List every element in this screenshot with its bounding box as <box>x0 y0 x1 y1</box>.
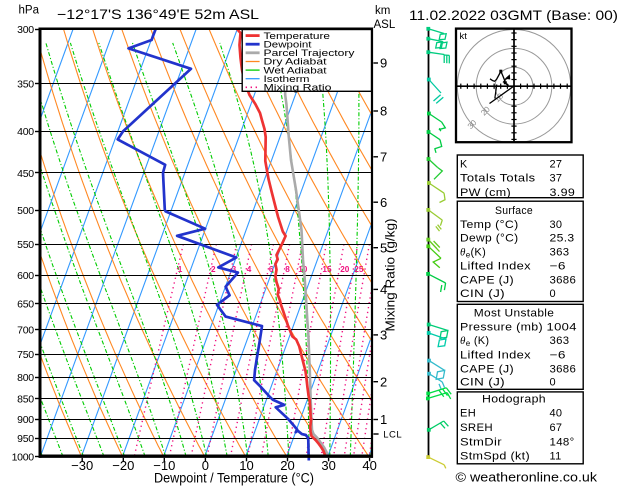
svg-text:950: 950 <box>17 433 34 445</box>
svg-text:© weatheronline.co.uk: © weatheronline.co.uk <box>456 470 598 485</box>
svg-text:300: 300 <box>17 24 34 36</box>
svg-text:4: 4 <box>380 282 387 297</box>
svg-text:StmSpd (kt): StmSpd (kt) <box>460 451 530 463</box>
svg-text:6: 6 <box>380 195 387 210</box>
svg-text:500: 500 <box>17 205 34 217</box>
svg-text:7: 7 <box>380 149 387 164</box>
svg-text:Surface: Surface <box>495 205 533 217</box>
svg-text:Totals Totals: Totals Totals <box>460 173 536 185</box>
svg-text:25: 25 <box>354 265 364 274</box>
svg-text:800: 800 <box>17 372 34 384</box>
svg-text:CAPE (J): CAPE (J) <box>460 274 514 286</box>
svg-text:3686: 3686 <box>550 274 577 286</box>
svg-text:PW (cm): PW (cm) <box>460 187 511 199</box>
svg-text:3: 3 <box>232 265 237 274</box>
svg-text:2: 2 <box>211 265 216 274</box>
svg-text:CIN (J): CIN (J) <box>460 288 505 300</box>
svg-text:CIN (J): CIN (J) <box>460 376 505 388</box>
svg-text:10: 10 <box>239 458 253 473</box>
svg-text:67: 67 <box>550 422 563 434</box>
svg-text:550: 550 <box>17 239 34 251</box>
svg-text:350: 350 <box>17 79 34 91</box>
svg-text:15: 15 <box>322 265 332 274</box>
svg-text:Hodograph: Hodograph <box>482 394 546 406</box>
svg-text:0: 0 <box>202 458 209 473</box>
svg-text:600: 600 <box>17 270 34 282</box>
svg-text:Dry Adiabat: Dry Adiabat <box>264 57 328 67</box>
svg-text:3.99: 3.99 <box>550 187 576 199</box>
svg-text:450: 450 <box>17 168 34 180</box>
svg-text:Lifted Index: Lifted Index <box>460 350 531 362</box>
svg-text:9: 9 <box>380 56 387 71</box>
svg-text:LCL: LCL <box>383 430 402 441</box>
svg-text:30: 30 <box>550 219 563 231</box>
svg-text:8: 8 <box>285 265 290 274</box>
svg-text:750: 750 <box>17 349 34 361</box>
svg-text:900: 900 <box>17 414 34 426</box>
svg-text:−6: −6 <box>550 350 566 362</box>
svg-text:11.02.2022 03GMT (Base: 00): 11.02.2022 03GMT (Base: 00) <box>409 7 618 23</box>
svg-text:StmDir: StmDir <box>460 436 502 448</box>
svg-text:ASL: ASL <box>374 19 396 31</box>
svg-text:Temperature: Temperature <box>264 31 331 41</box>
svg-text:1: 1 <box>178 265 183 274</box>
svg-text:Dewpoint / Temperature (°C): Dewpoint / Temperature (°C) <box>154 471 314 486</box>
svg-text:Dewpoint: Dewpoint <box>264 39 313 49</box>
svg-text:hPa: hPa <box>19 5 40 17</box>
svg-text:148°: 148° <box>550 436 575 448</box>
svg-text:40: 40 <box>362 458 376 473</box>
svg-text:Wet Adiabat: Wet Adiabat <box>264 65 328 75</box>
svg-text:−20: −20 <box>112 458 134 473</box>
svg-text:850: 850 <box>17 394 34 406</box>
svg-text:km: km <box>375 5 390 17</box>
svg-text:1000: 1000 <box>12 451 35 463</box>
svg-text:0: 0 <box>550 376 556 388</box>
svg-text:Most Unstable: Most Unstable <box>474 308 555 320</box>
svg-text:4: 4 <box>247 265 252 274</box>
svg-text:θe (K): θe (K) <box>460 335 489 348</box>
svg-text:700: 700 <box>17 325 34 337</box>
svg-text:0: 0 <box>550 288 556 300</box>
svg-text:CAPE (J): CAPE (J) <box>460 364 514 376</box>
svg-text:−12°17'S 136°49'E 52m ASL: −12°17'S 136°49'E 52m ASL <box>57 6 259 22</box>
svg-text:Lifted Index: Lifted Index <box>460 260 531 272</box>
svg-text:363: 363 <box>550 247 570 259</box>
svg-text:−10: −10 <box>153 458 175 473</box>
svg-text:Pressure (mb): Pressure (mb) <box>460 322 543 334</box>
svg-text:Parcel Trajectory: Parcel Trajectory <box>264 48 356 58</box>
svg-text:25.3: 25.3 <box>550 233 575 245</box>
svg-text:650: 650 <box>17 298 34 310</box>
svg-text:1: 1 <box>380 412 387 427</box>
svg-text:K: K <box>460 158 468 170</box>
svg-text:30: 30 <box>321 458 335 473</box>
svg-text:2: 2 <box>380 374 387 389</box>
svg-text:27: 27 <box>550 158 563 170</box>
svg-text:−6: −6 <box>550 260 566 272</box>
svg-text:EH: EH <box>460 408 476 420</box>
svg-text:400: 400 <box>17 126 34 138</box>
svg-text:Isotherm: Isotherm <box>264 74 310 84</box>
svg-text:1004: 1004 <box>547 322 577 334</box>
svg-text:Temp (°C): Temp (°C) <box>460 219 519 231</box>
svg-text:5: 5 <box>380 240 387 255</box>
svg-text:20: 20 <box>280 458 294 473</box>
svg-text:θe(K): θe(K) <box>460 247 486 260</box>
svg-text:Mixing Ratio (g/kg): Mixing Ratio (g/kg) <box>383 219 398 332</box>
svg-text:363: 363 <box>550 335 570 347</box>
svg-text:11: 11 <box>550 451 562 463</box>
svg-text:3686: 3686 <box>550 364 577 376</box>
svg-text:8: 8 <box>380 104 387 119</box>
svg-text:Dewp (°C): Dewp (°C) <box>460 233 519 245</box>
svg-text:kt: kt <box>460 31 468 42</box>
svg-text:−30: −30 <box>71 458 93 473</box>
svg-text:SREH: SREH <box>460 422 493 434</box>
svg-text:40: 40 <box>550 408 563 420</box>
svg-text:37: 37 <box>550 173 563 185</box>
svg-text:Mixing Ratio: Mixing Ratio <box>264 83 332 93</box>
svg-text:6: 6 <box>269 265 274 274</box>
svg-text:3: 3 <box>380 328 387 343</box>
svg-text:20: 20 <box>340 265 350 274</box>
